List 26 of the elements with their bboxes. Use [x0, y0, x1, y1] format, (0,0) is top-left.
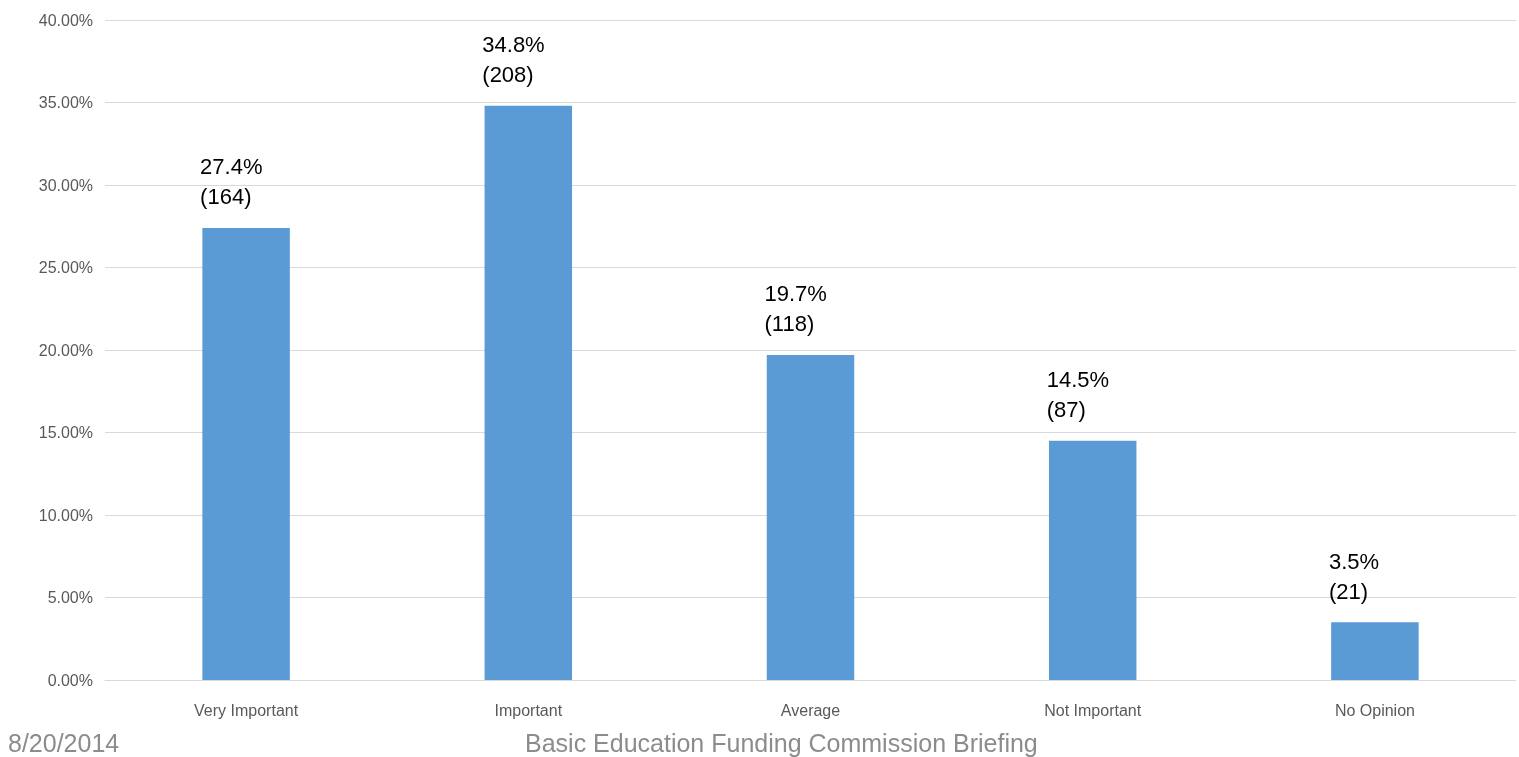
y-tick-label: 30.00%	[38, 176, 93, 194]
data-label: 19.7% (118)	[764, 281, 827, 337]
data-label: 3.5% (21)	[1328, 548, 1380, 604]
bar	[1048, 440, 1137, 680]
x-tick-label: Not Important	[1044, 701, 1142, 719]
y-tick-label: 35.00%	[38, 94, 93, 111]
y-tick-label: 25.00%	[38, 259, 93, 276]
y-tick-label: 40.00%	[38, 11, 93, 29]
y-tick-label: 5.00%	[47, 589, 93, 606]
data-label: 14.5% (87)	[1046, 367, 1110, 423]
x-tick-label: Very Important	[194, 701, 299, 719]
bar	[1331, 622, 1419, 680]
y-tick-label: 15.00%	[38, 424, 93, 441]
y-tick-label: 20.00%	[38, 341, 93, 359]
bar	[484, 105, 573, 680]
x-tick-label: Average	[780, 701, 841, 719]
x-tick-label: Important	[494, 701, 563, 719]
data-label: 34.8% (208)	[482, 32, 545, 88]
text: 8/20/2014	[8, 728, 120, 757]
bar	[766, 354, 855, 680]
y-tick-label: 10.00%	[38, 506, 93, 524]
text: Basic Education Funding Commission Briefing	[525, 728, 1038, 757]
x-tick-label: No Opinion	[1334, 701, 1415, 719]
data-label: 27.4% (164)	[200, 154, 263, 210]
y-tick-label: 0.00%	[47, 671, 93, 689]
bar	[202, 227, 290, 680]
